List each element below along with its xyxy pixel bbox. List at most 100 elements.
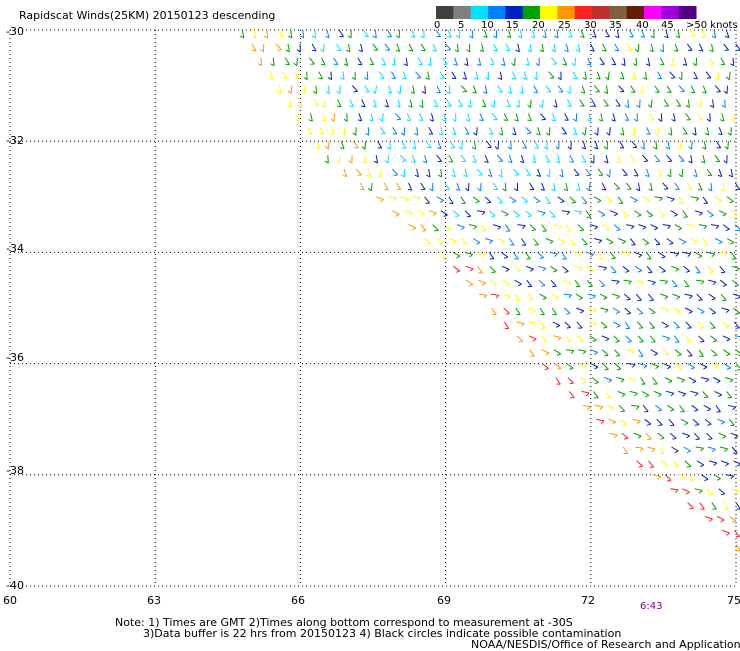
wind-barb-flag (708, 439, 712, 440)
wind-barb (551, 58, 556, 64)
wind-barb (627, 44, 632, 50)
wind-barb (334, 113, 335, 121)
lat-label: -36 (6, 351, 24, 364)
wind-barb (418, 58, 422, 65)
wind-barb-flag (716, 226, 719, 229)
wind-barb (553, 336, 561, 338)
wind-barb (672, 280, 677, 286)
wind-barb (626, 183, 631, 189)
wind-barb (671, 266, 679, 269)
wind-barb (668, 141, 669, 149)
wind-barb (729, 72, 730, 80)
wind-barb-flag (518, 284, 522, 286)
wind-barb (527, 280, 532, 286)
wind-barb-flag (631, 133, 634, 135)
legend-swatch (523, 6, 541, 19)
wind-barb (596, 419, 604, 421)
wind-barb-flag (628, 342, 632, 343)
wind-barb-flag (567, 212, 570, 215)
wind-barb (428, 72, 430, 80)
wind-barb-flag (656, 366, 659, 368)
wind-barb-flag (696, 198, 699, 201)
wind-barb (735, 336, 740, 337)
wind-barb-flag (491, 216, 495, 217)
wind-barb-flag (724, 91, 727, 94)
wind-barb (509, 239, 514, 246)
wind-barb (363, 30, 368, 36)
wind-barb (461, 86, 467, 92)
wind-barb (498, 141, 499, 149)
wind-barb (711, 350, 717, 355)
wind-barb-flag (586, 393, 589, 396)
legend-swatch (436, 6, 454, 19)
wind-barb-flag (534, 323, 537, 326)
wind-barb (603, 44, 607, 51)
wind-barb (646, 433, 651, 439)
wind-barb (453, 252, 460, 256)
wind-barb (465, 211, 471, 217)
wind-barb-flag (614, 435, 617, 438)
wind-barb (655, 155, 660, 161)
wind-barb (650, 336, 655, 342)
wind-barb (707, 211, 714, 216)
wind-barb (267, 30, 268, 38)
wind-barb-flag (393, 198, 396, 201)
wind-barb-flag (725, 147, 728, 150)
wind-barb (665, 378, 672, 382)
wind-barb-flag (694, 78, 698, 79)
wind-barb (396, 183, 400, 190)
legend-swatch (488, 6, 506, 19)
wind-barb (651, 225, 658, 228)
wind-barb (501, 211, 508, 215)
wind-barb (558, 197, 565, 202)
wind-barb (648, 280, 656, 282)
wind-barb-flag (604, 369, 608, 370)
wind-barb-flag (676, 490, 679, 493)
wind-barb-flag (681, 91, 685, 92)
wind-barb-flag (595, 367, 599, 369)
wind-barb (540, 113, 545, 119)
lon-label: 72 (581, 594, 595, 607)
wind-barb (485, 239, 493, 241)
wind-barb (331, 72, 332, 80)
wind-barb (437, 86, 440, 93)
wind-barb (677, 378, 685, 380)
wind-barb (651, 100, 652, 108)
wind-barb (594, 239, 602, 241)
wind-barb (659, 447, 664, 454)
wind-barb (667, 155, 672, 161)
wind-barb-flag (458, 106, 462, 107)
wind-barb (570, 155, 574, 162)
wind-barb (617, 30, 618, 38)
wind-barb-flag (666, 310, 669, 313)
wind-barb (254, 30, 256, 38)
wind-barb-flag (594, 352, 597, 354)
wind-barb (462, 141, 463, 149)
wind-barb-flag (734, 215, 738, 216)
wind-barb (734, 308, 740, 313)
wind-barb-flag (667, 480, 671, 481)
wind-barb-flag (634, 176, 638, 177)
wind-barb (599, 266, 607, 267)
wind-barb-flag (654, 228, 658, 230)
wind-barb-flag (704, 397, 708, 398)
wind-barb (388, 30, 392, 37)
wind-barb-flag (713, 341, 717, 342)
wind-barb (636, 280, 644, 282)
wind-barb-flag (718, 201, 722, 202)
map-title: Rapidscat Winds(25KM) 20150123 descendin… (19, 10, 275, 22)
wind-barb (630, 30, 634, 37)
wind-barb-flag (607, 133, 610, 136)
wind-barb-flag (542, 213, 545, 216)
wind-barb (695, 211, 703, 213)
wind-barb (400, 86, 401, 94)
wind-barb-flag (434, 230, 438, 231)
wind-barb (513, 211, 519, 216)
wind-barb-flag (736, 268, 739, 271)
wind-barb-flag (482, 283, 485, 285)
wind-barb-flag (712, 313, 716, 314)
wind-barb (606, 86, 607, 94)
wind-barb (663, 183, 669, 189)
wind-barb (673, 308, 680, 312)
wind-barb-flag (555, 298, 559, 300)
